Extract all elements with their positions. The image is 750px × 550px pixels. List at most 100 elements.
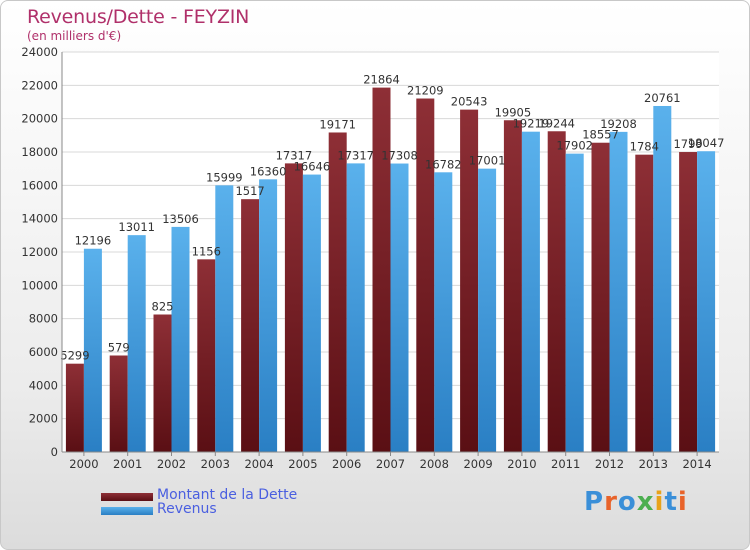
chart-title: Revenus/Dette - FEYZIN	[27, 6, 250, 28]
y-tick-label: 24000	[21, 45, 58, 59]
x-tick-label: 2013	[639, 457, 668, 471]
bar-revenue	[259, 179, 278, 453]
data-label-revenue: 13506	[162, 212, 199, 226]
bar-revenue	[171, 226, 190, 452]
bar-revenue	[434, 172, 453, 453]
x-tick-label: 2000	[69, 457, 98, 471]
y-tick-label: 16000	[21, 178, 58, 192]
x-tick-label: 2005	[288, 457, 317, 471]
data-label-debt: 21209	[407, 84, 444, 98]
bar-debt	[328, 132, 347, 452]
legend-label-debt: Montant de la Dette	[157, 487, 298, 503]
bar-debt	[153, 314, 172, 452]
bar-revenue	[127, 235, 146, 452]
legend-swatch-revenue	[101, 507, 153, 515]
y-tick-label: 14000	[21, 212, 58, 226]
data-label-revenue: 16646	[294, 160, 331, 174]
x-tick-label: 2003	[201, 457, 230, 471]
data-label-revenue: 20761	[644, 91, 681, 105]
data-label-debt: 21864	[363, 73, 400, 87]
bar-revenue	[346, 163, 365, 452]
x-tick-label: 2006	[332, 457, 361, 471]
bar-debt	[65, 363, 84, 452]
x-tick-label: 2001	[113, 457, 142, 471]
axis-layer: 0 2000 4000 6000 8000 10000 12000 14000 16000 180…	[21, 45, 719, 471]
x-tick-label: 2007	[376, 457, 405, 471]
data-label-debt: 1156	[192, 244, 221, 258]
chart-subtitle: (en milliers d'€)	[27, 29, 122, 43]
bar-revenue	[609, 131, 628, 452]
logo-letter: t	[664, 487, 678, 517]
data-label-debt: 1517	[235, 184, 264, 198]
bar-debt	[460, 109, 479, 452]
bar-debt	[372, 87, 391, 452]
x-tick-label: 2008	[420, 457, 449, 471]
y-tick-label: 20000	[21, 112, 58, 126]
data-label-debt: 19171	[319, 117, 356, 131]
bar-revenue	[697, 151, 716, 452]
data-label-debt: 579	[108, 341, 130, 355]
bar-revenue	[653, 105, 672, 452]
logo-letter: r	[604, 487, 618, 517]
logo-letter: P	[584, 487, 605, 517]
y-tick-label: 10000	[21, 278, 58, 292]
logo-letter: i	[654, 487, 665, 517]
data-label-debt: 19244	[538, 116, 575, 130]
data-label-revenue: 17902	[556, 139, 593, 153]
bar-revenue	[83, 248, 102, 452]
y-tick-label: 4000	[29, 378, 58, 392]
bar-debt	[591, 142, 610, 452]
bar-debt	[241, 199, 260, 452]
bar-debt	[547, 131, 566, 452]
data-label-debt: 17317	[276, 148, 313, 162]
data-label-revenue: 17317	[337, 148, 374, 162]
data-label-revenue: 17308	[381, 149, 418, 163]
bar-debt	[416, 98, 435, 453]
data-label-revenue: 19219	[513, 117, 550, 131]
x-tick-label: 2004	[244, 457, 273, 471]
data-label-revenue: 13011	[118, 220, 155, 234]
x-tick-label: 2011	[551, 457, 580, 471]
logo-letter: o	[617, 487, 637, 517]
data-label-debt: 20543	[451, 95, 488, 109]
bar-revenue	[215, 185, 234, 452]
data-label-revenue: 15999	[206, 170, 243, 184]
legend-swatch-debt	[101, 493, 153, 501]
data-label-debt: 18557	[582, 128, 619, 142]
data-label-debt: 5299	[60, 349, 89, 363]
x-tick-label: 2014	[682, 457, 711, 471]
data-label-revenue: 16360	[250, 164, 287, 178]
data-label-debt: 825	[152, 300, 174, 314]
bar-debt	[109, 355, 128, 452]
y-tick-label: 18000	[21, 145, 58, 159]
data-label-debt: 19905	[495, 105, 532, 119]
bar-debt	[679, 152, 698, 453]
y-tick-label: 8000	[29, 312, 58, 326]
data-label-debt: 1799	[673, 137, 702, 151]
logo-letter: x	[636, 487, 655, 517]
y-tick-label: 6000	[29, 345, 58, 359]
bars-layer	[65, 87, 716, 453]
x-tick-label: 2010	[507, 457, 536, 471]
x-tick-label: 2009	[463, 457, 492, 471]
data-label-revenue: 19208	[600, 117, 637, 131]
bar-debt	[635, 154, 654, 452]
bar-revenue	[565, 153, 584, 452]
data-label-revenue: 17001	[469, 154, 506, 168]
bar-debt	[503, 120, 522, 452]
data-label-revenue: 12196	[75, 234, 112, 248]
data-label-revenue: 18047	[688, 136, 725, 150]
bar-debt	[197, 259, 216, 452]
logo-letter: i	[677, 487, 688, 517]
data-label-revenue: 16782	[425, 157, 462, 171]
y-tick-label: 12000	[21, 245, 58, 259]
x-tick-label: 2012	[595, 457, 624, 471]
y-tick-label: 0	[51, 445, 58, 459]
y-tick-label: 2000	[29, 412, 58, 426]
proxiti-logo: Proxiti	[584, 487, 688, 517]
legend-label-revenue: Revenus	[157, 501, 217, 517]
bar-revenue	[390, 163, 409, 453]
